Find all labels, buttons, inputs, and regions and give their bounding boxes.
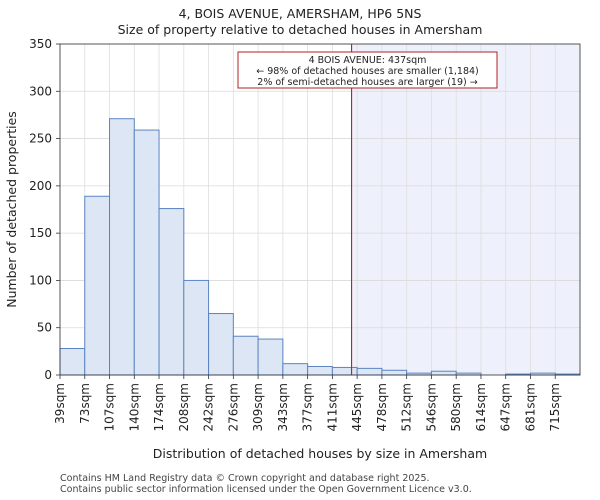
bar xyxy=(257,338,284,376)
x-axis-label: Distribution of detached houses by size … xyxy=(153,446,487,461)
y-tick-label: 0 xyxy=(44,368,52,382)
x-tick-label: 647sqm xyxy=(499,383,513,431)
footer-line-1: Contains HM Land Registry data © Crown c… xyxy=(60,473,430,484)
x-tick-label: 242sqm xyxy=(202,383,216,431)
annotation-box xyxy=(237,51,498,89)
y-tick-label: 50 xyxy=(37,321,52,335)
x-tick-label: 445sqm xyxy=(350,383,364,431)
bar xyxy=(208,313,234,376)
x-tick-label: 478sqm xyxy=(375,383,389,431)
highlight-region xyxy=(351,44,580,375)
y-tick-label: 200 xyxy=(29,179,52,193)
bar xyxy=(84,195,111,376)
bar xyxy=(133,129,160,376)
x-tick-label: 309sqm xyxy=(251,383,265,431)
bar xyxy=(183,279,210,376)
bar xyxy=(430,370,457,376)
annotation-line: 4 BOIS AVENUE: 437sqm xyxy=(309,55,427,66)
x-tick-label: 140sqm xyxy=(127,383,141,431)
y-tick-label: 250 xyxy=(29,132,52,146)
bar xyxy=(356,367,383,376)
bar xyxy=(158,208,185,376)
x-tick-label: 512sqm xyxy=(400,383,414,431)
annotation-line: 2% of semi-detached houses are larger (1… xyxy=(257,77,477,88)
x-tick-label: 377sqm xyxy=(301,383,315,431)
plot-frame xyxy=(59,43,581,376)
bar xyxy=(381,369,408,376)
y-axis-label: Number of detached properties xyxy=(4,111,19,308)
x-tick-label: 681sqm xyxy=(523,383,537,431)
bar xyxy=(109,118,135,376)
x-tick-label: 580sqm xyxy=(449,383,463,431)
y-tick-label: 300 xyxy=(29,84,52,98)
x-tick-label: 174sqm xyxy=(152,383,166,431)
x-tick-label: 546sqm xyxy=(424,383,438,431)
x-tick-label: 73sqm xyxy=(78,383,92,424)
x-tick-label: 276sqm xyxy=(226,383,240,431)
chart-title: 4, BOIS AVENUE, AMERSHAM, HP6 5NS xyxy=(178,6,422,21)
x-tick-label: 208sqm xyxy=(177,383,191,431)
y-tick-label: 100 xyxy=(29,273,52,287)
bar xyxy=(282,363,309,376)
bar xyxy=(307,365,333,376)
y-tick-label: 150 xyxy=(29,226,52,240)
bar-chart: 0 50 100 150 200 250 300 350 39sqm 73sqm 107sqm 140… xyxy=(4,37,581,461)
x-tick-label: 107sqm xyxy=(103,383,117,431)
bar xyxy=(331,366,358,376)
bar xyxy=(59,348,86,376)
x-tick-label: 715sqm xyxy=(548,383,562,431)
x-tick-label: 614sqm xyxy=(474,383,488,431)
chart-subtitle: Size of property relative to detached ho… xyxy=(117,22,483,37)
y-tick-label: 350 xyxy=(29,37,52,51)
x-tick-label: 39sqm xyxy=(53,383,67,424)
x-tick-label: 343sqm xyxy=(276,383,290,431)
bar xyxy=(232,335,259,376)
footer-line-2: Contains public sector information licen… xyxy=(60,484,472,495)
annotation-line: ← 98% of detached houses are smaller (1,… xyxy=(256,66,479,77)
x-tick-label: 411sqm xyxy=(325,383,339,431)
